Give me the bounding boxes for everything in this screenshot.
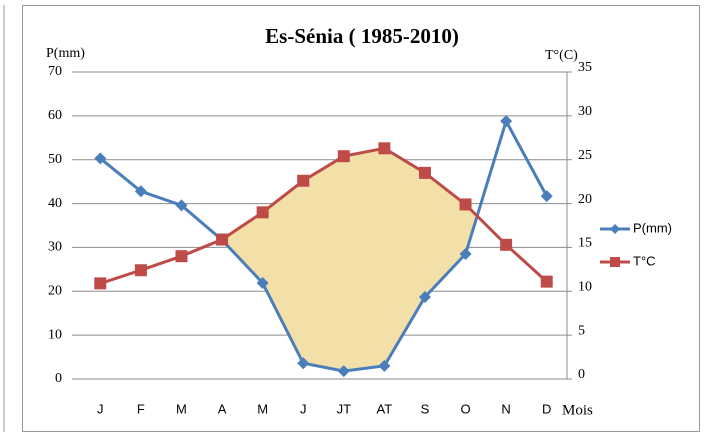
marker	[540, 275, 553, 288]
y2-axis-label: T°(C)	[545, 48, 578, 63]
y2-tick-label: 15	[578, 236, 592, 251]
marker	[540, 190, 553, 203]
legend-marker	[610, 257, 620, 267]
y-tick-label: 60	[48, 108, 62, 123]
y-tick-label: 40	[48, 196, 62, 211]
y2-tick-label: 20	[578, 192, 592, 207]
marker	[500, 238, 513, 251]
legend-label: P(mm)	[633, 220, 672, 235]
marker	[256, 206, 269, 219]
x-axis-label: Mois	[562, 402, 593, 418]
marker	[297, 174, 310, 187]
marker	[418, 166, 431, 179]
y-axis-label: P(mm)	[46, 46, 85, 61]
x-tick-label: A	[218, 401, 227, 416]
legend-marker	[610, 224, 620, 234]
x-tick-label: M	[176, 401, 187, 416]
y2-tick-label: 35	[578, 60, 592, 75]
y2-tick-label: 30	[578, 104, 592, 119]
marker	[175, 199, 188, 212]
x-tick-label: F	[137, 401, 145, 416]
marker	[337, 365, 350, 378]
y2-tick-label: 0	[578, 367, 585, 382]
marker	[94, 277, 107, 290]
marker	[256, 276, 269, 289]
x-tick-label: AT	[377, 401, 393, 416]
marker	[94, 152, 107, 165]
y-tick-label: 0	[55, 371, 62, 386]
chart-frame	[22, 5, 700, 432]
marker	[459, 198, 472, 211]
x-tick-label: J	[97, 401, 104, 416]
marker	[297, 357, 310, 370]
x-tick-label: JT	[337, 401, 352, 416]
y-tick-label: 10	[48, 327, 62, 342]
y-tick-label: 50	[48, 152, 62, 167]
series-line	[99, 146, 548, 285]
y2-tick-label: 10	[578, 280, 592, 295]
x-tick-label: J	[300, 401, 307, 416]
marker	[378, 142, 391, 155]
x-tick-label: S	[421, 401, 430, 416]
x-tick-label: D	[542, 401, 551, 416]
marker	[500, 115, 513, 128]
dry-season-area	[221, 148, 478, 372]
x-tick-label: O	[460, 401, 470, 416]
legend-label: T°C	[633, 253, 656, 268]
x-tick-label: N	[501, 401, 510, 416]
y-tick-label: 70	[48, 64, 62, 79]
x-tick-label: M	[257, 401, 268, 416]
marker	[134, 264, 147, 277]
marker	[175, 250, 188, 263]
marker	[459, 248, 472, 261]
marker	[134, 185, 147, 198]
y2-tick-label: 25	[578, 148, 592, 163]
series-line	[99, 117, 549, 373]
y-tick-label: 20	[48, 284, 62, 299]
marker	[216, 233, 229, 246]
y2-tick-label: 5	[578, 323, 585, 338]
chart-title: Es-Sénia ( 1985-2010)	[265, 24, 459, 48]
y-tick-label: 30	[48, 240, 62, 255]
marker	[378, 359, 391, 372]
marker	[337, 150, 350, 163]
marker	[418, 290, 431, 303]
